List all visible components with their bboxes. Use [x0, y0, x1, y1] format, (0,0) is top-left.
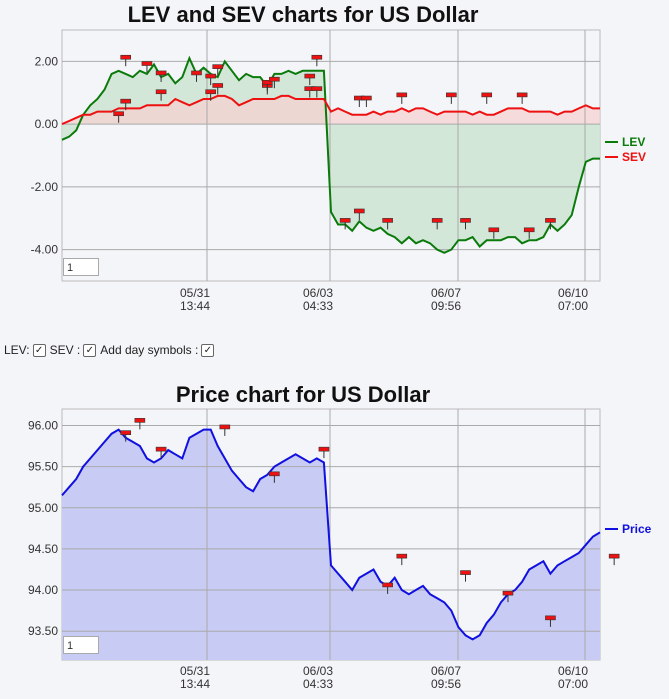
lev-day-marker: [304, 73, 316, 79]
lev-day-marker: [141, 61, 153, 66]
lev-day-marker: [212, 64, 224, 69]
sev-day-marker: [269, 76, 280, 82]
x-tick-time: 07:00: [558, 677, 588, 691]
day-marker: [382, 582, 393, 588]
day-marker: [155, 446, 167, 452]
x-tick-date: 05/31: [180, 664, 210, 678]
lev-day-marker: [155, 70, 167, 76]
y-tick-label: 96.00: [28, 418, 58, 432]
price-legend-label: Price: [622, 522, 652, 536]
x-tick-date: 06/03: [303, 664, 333, 678]
lev-day-marker: [431, 218, 443, 223]
day-marker: [318, 446, 330, 452]
y-tick-label: 93.50: [28, 624, 58, 638]
day-marker: [545, 615, 556, 621]
lev-sev-chart: LEV and SEV charts for US Dollar 2.00 0.0…: [31, 2, 646, 313]
price-plot-area: 96.00 95.50 95.00 94.50 94.00 93.50 05/3113:44…: [28, 408, 652, 691]
day-symbols-toggle-label: Add day symbols :: [100, 343, 199, 357]
sev-day-marker: [396, 92, 408, 98]
sev-day-marker: [446, 92, 457, 98]
day-marker: [502, 590, 514, 596]
x-tick-time: 09:56: [431, 677, 461, 691]
sev-day-marker: [113, 111, 124, 117]
x-tick-time: 04:33: [303, 677, 333, 691]
lev-sev-chart-title: LEV and SEV charts for US Dollar: [128, 2, 479, 27]
price-zoom-input[interactable]: 1: [63, 636, 99, 654]
lev-day-marker: [488, 227, 500, 233]
price-area: [62, 429, 600, 660]
lev-legend-label: LEV: [622, 135, 645, 149]
day-marker: [608, 553, 620, 559]
x-tick-time: 09:56: [431, 299, 461, 313]
sev-toggle[interactable]: SEV : ✓: [50, 343, 97, 357]
lev-toggle[interactable]: LEV: ✓: [4, 343, 46, 357]
day-symbols-toggle[interactable]: Add day symbols : ✓: [100, 343, 215, 357]
y-tick-label: 94.00: [28, 583, 58, 597]
sev-checkbox[interactable]: ✓: [83, 343, 97, 357]
x-tick-date: 06/07: [431, 286, 461, 300]
day-marker: [219, 424, 231, 430]
lev-day-marker: [311, 54, 323, 60]
lev-day-marker: [191, 70, 202, 76]
series-toggle-controls: LEV: ✓ SEV : ✓ Add day symbols : ✓: [4, 343, 218, 357]
x-tick-date: 05/31: [180, 286, 210, 300]
lev-day-marker: [205, 73, 216, 79]
y-tick-label: 95.00: [28, 501, 58, 515]
sev-legend-label: SEV: [622, 150, 646, 164]
sev-day-marker: [120, 98, 132, 104]
y-tick-label: -2.00: [31, 180, 59, 194]
x-tick-time: 04:33: [303, 299, 333, 313]
lev-day-marker: [354, 208, 365, 214]
lev-day-marker: [523, 227, 535, 233]
y-tick-label: 95.50: [28, 460, 58, 474]
lev-day-marker: [120, 54, 132, 60]
y-tick-label: 94.50: [28, 542, 58, 556]
lev-toggle-label: LEV:: [4, 343, 30, 357]
day-marker: [460, 570, 471, 575]
x-tick-date: 06/03: [303, 286, 333, 300]
lev-day-marker: [545, 218, 556, 223]
sev-toggle-label: SEV :: [49, 343, 81, 357]
lev-checkbox[interactable]: ✓: [32, 343, 46, 357]
sev-day-marker: [361, 95, 372, 101]
lev-day-marker: [339, 218, 351, 223]
lev-sev-zoom-input[interactable]: 1: [63, 258, 99, 276]
x-tick-time: 07:00: [558, 299, 588, 313]
day-marker: [269, 471, 280, 477]
day-marker: [396, 553, 408, 559]
lev-series-line: [61, 55, 600, 254]
y-tick-label: 0.00: [35, 117, 59, 131]
lev-day-marker: [382, 218, 393, 223]
x-tick-date: 06/10: [558, 286, 588, 300]
y-tick-label: 2.00: [35, 54, 59, 68]
day-marker: [134, 418, 146, 423]
lev-day-marker: [460, 218, 471, 223]
x-tick-date: 06/07: [431, 664, 461, 678]
x-tick-time: 13:44: [180, 299, 210, 313]
day-marker: [120, 430, 132, 435]
sev-day-marker: [261, 80, 273, 85]
sev-day-marker: [205, 89, 216, 95]
x-tick-date: 06/10: [558, 664, 588, 678]
x-tick-time: 13:44: [180, 677, 210, 691]
price-chart: Price chart for US Dollar 96.00 95.50 95.0…: [28, 382, 652, 691]
y-tick-label: -4.00: [31, 243, 59, 257]
sev-day-marker: [516, 92, 528, 98]
day-symbols-checkbox[interactable]: ✓: [201, 343, 215, 357]
sev-day-marker: [481, 92, 493, 98]
price-chart-title: Price chart for US Dollar: [176, 382, 431, 407]
sev-day-marker: [311, 86, 323, 91]
sev-series-line: [61, 94, 600, 126]
sev-day-marker: [212, 83, 224, 88]
sev-day-marker: [155, 89, 167, 95]
